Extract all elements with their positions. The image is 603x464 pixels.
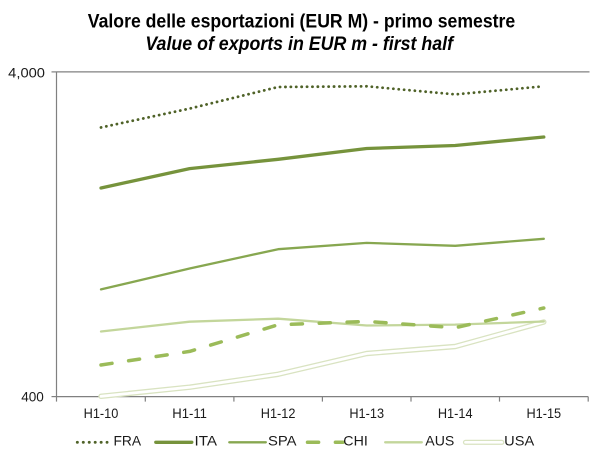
svg-text:FRA: FRA: [114, 432, 142, 448]
svg-text:H1-14: H1-14: [438, 405, 473, 421]
svg-text:SPA: SPA: [268, 432, 297, 448]
svg-text:H1-13: H1-13: [349, 405, 384, 421]
svg-text:H1-11: H1-11: [172, 405, 207, 421]
svg-text:CHI: CHI: [343, 432, 368, 448]
svg-text:Value of exports in EUR m - fi: Value of exports in EUR m - first half: [145, 34, 454, 55]
svg-text:400: 400: [21, 388, 44, 404]
svg-text:USA: USA: [504, 432, 535, 448]
svg-text:ITA: ITA: [195, 432, 218, 448]
svg-text:4,000: 4,000: [8, 64, 45, 80]
svg-text:AUS: AUS: [425, 432, 454, 448]
svg-text:H1-15: H1-15: [526, 405, 561, 421]
svg-text:Valore delle esportazioni (EUR: Valore delle esportazioni (EUR M) - prim…: [88, 11, 515, 32]
svg-text:H1-12: H1-12: [261, 405, 296, 421]
svg-text:H1-10: H1-10: [84, 405, 119, 421]
